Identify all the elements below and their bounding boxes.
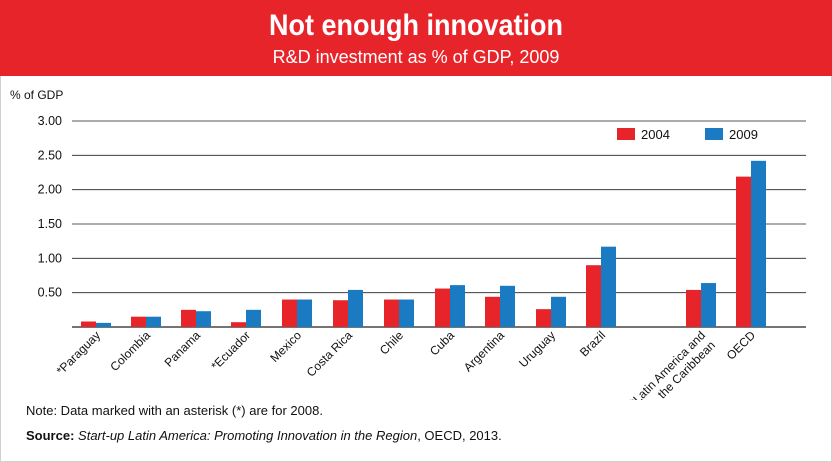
- bar-2009-8: [500, 285, 515, 327]
- chart-subtitle: R&D investment as % of GDP, 2009: [272, 47, 560, 67]
- bar-2009-1: [146, 316, 161, 327]
- bar-2009-6: [399, 299, 414, 327]
- y-tick-label: 2.50: [38, 148, 62, 162]
- x-tick-label: Cuba: [427, 328, 457, 358]
- x-axis-labels: *Paraguay Colombia Panama *Ecuador Mexico Cos…: [54, 328, 759, 400]
- footnote: Note: Data marked with an asterisk (*) a…: [26, 403, 323, 418]
- x-tick-label: *Paraguay: [54, 328, 104, 378]
- source-label: Source:: [26, 428, 75, 443]
- bar-2004-12: [736, 176, 751, 327]
- bar-2009-0: [96, 322, 111, 327]
- bar-2009-3: [246, 309, 261, 327]
- x-tick-label: Chile: [377, 328, 406, 357]
- bar-2004-3: [231, 322, 246, 327]
- x-tick-label: Panama: [162, 328, 204, 370]
- bar-chart: % of GDP 3.00 2.50 2.00 1.50 1.00 0.50 *Parag…: [10, 88, 806, 400]
- legend-swatch-2004: [617, 128, 635, 140]
- bar-2004-0: [81, 321, 96, 327]
- legend-swatch-2009: [705, 128, 723, 140]
- bar-2004-2: [181, 309, 196, 327]
- source-title: Start-up Latin America: Promoting Innova…: [78, 428, 418, 443]
- bar-2009-10: [601, 246, 616, 327]
- bar-2009-12: [751, 160, 766, 327]
- y-tick-label: 0.50: [38, 286, 62, 300]
- bar-2004-6: [384, 299, 399, 327]
- header-banner: Not enough innovation R&D investment as …: [0, 0, 832, 76]
- legend: 2004 2009: [617, 127, 758, 142]
- x-tick-label: *Ecuador: [208, 328, 253, 373]
- bar-2004-1: [131, 316, 146, 327]
- x-tick-label: OECD: [724, 328, 759, 363]
- x-tick-label: Argentina: [461, 328, 507, 374]
- y-tick-label: 2.00: [38, 183, 62, 197]
- source-line: Source: Start-up Latin America: Promotin…: [26, 428, 502, 443]
- legend-label-2004: 2004: [641, 127, 670, 142]
- y-axis-label: % of GDP: [10, 88, 63, 102]
- x-tick-label: *Latin America andthe Caribbean: [627, 328, 718, 400]
- y-tick-label: 1.00: [38, 251, 62, 265]
- legend-label-2009: 2009: [729, 127, 758, 142]
- bars: [81, 160, 766, 327]
- bar-2009-9: [551, 296, 566, 327]
- bar-2004-11: [686, 289, 701, 327]
- bar-2004-4: [282, 299, 297, 327]
- bar-2009-11: [701, 283, 716, 327]
- x-tick-label: Mexico: [267, 328, 304, 365]
- bar-2009-5: [348, 289, 363, 327]
- y-tick-label: 3.00: [38, 114, 62, 128]
- x-tick-label: Costa Rica: [304, 328, 356, 380]
- bar-2004-5: [333, 300, 348, 327]
- chart-title: Not enough innovation: [269, 9, 563, 42]
- bar-2009-4: [297, 299, 312, 327]
- x-tick-label: Brazil: [577, 328, 608, 359]
- bar-2009-7: [450, 285, 465, 327]
- bar-2004-10: [586, 265, 601, 327]
- bar-2004-7: [435, 288, 450, 327]
- bar-2004-9: [536, 309, 551, 327]
- y-tick-label: 1.50: [38, 217, 62, 231]
- x-tick-label: Uruguay: [516, 328, 558, 370]
- x-tick-label: Colombia: [107, 328, 153, 374]
- bar-2004-8: [485, 296, 500, 327]
- source-rest: , OECD, 2013.: [417, 428, 502, 443]
- bar-2009-2: [196, 311, 211, 327]
- y-axis-ticks: 3.00 2.50 2.00 1.50 1.00 0.50: [38, 114, 62, 300]
